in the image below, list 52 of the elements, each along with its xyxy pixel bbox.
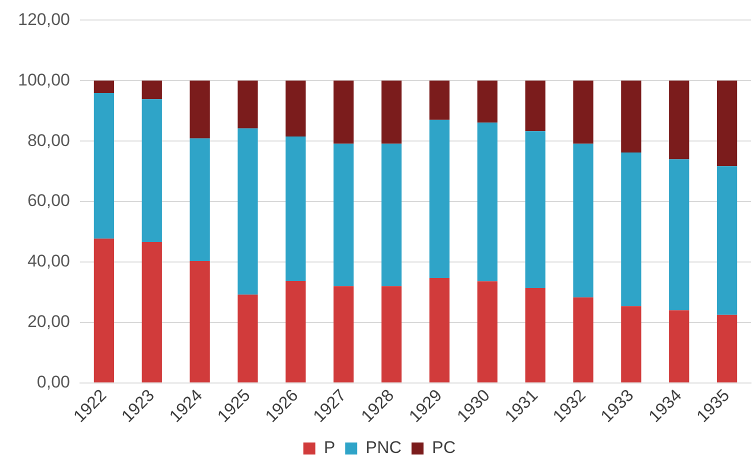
bar — [525, 131, 546, 288]
bar — [477, 122, 498, 282]
y-tick-label: 80,00 — [27, 130, 70, 150]
bar — [94, 93, 114, 239]
y-tick-label: 100,00 — [18, 70, 70, 90]
bar — [238, 80, 258, 128]
bar — [477, 281, 498, 382]
bar — [669, 310, 690, 382]
bar — [716, 80, 738, 166]
legend-label: PC — [432, 438, 456, 458]
bar — [334, 286, 354, 382]
bar — [190, 261, 210, 382]
bar — [286, 80, 306, 137]
bar — [238, 128, 258, 295]
bar — [573, 297, 594, 382]
bar — [381, 144, 402, 286]
bar — [429, 278, 450, 382]
y-tick-label: 120,00 — [18, 10, 70, 29]
bar — [621, 152, 642, 306]
bar — [190, 138, 210, 262]
legend-label: PNC — [366, 438, 402, 458]
bar — [381, 80, 402, 144]
bar — [286, 280, 306, 382]
y-tick-label: 40,00 — [27, 252, 70, 271]
bar — [477, 80, 498, 123]
bar — [238, 294, 258, 382]
bar — [429, 80, 450, 120]
bar — [94, 238, 114, 382]
bar — [94, 80, 114, 94]
y-tick-label: 0,00 — [36, 372, 70, 392]
legend-label: P — [324, 438, 336, 458]
bar — [669, 80, 690, 160]
bar — [621, 306, 642, 382]
bar — [573, 80, 594, 144]
bar — [669, 159, 690, 310]
bar — [429, 120, 450, 278]
bar — [142, 242, 162, 382]
bar — [190, 80, 210, 138]
bar — [525, 288, 546, 382]
bar — [286, 136, 306, 281]
bar — [621, 80, 642, 153]
bar — [716, 314, 738, 382]
bar — [142, 99, 162, 242]
bar — [525, 80, 546, 132]
bar — [573, 144, 594, 298]
y-tick-label: 60,00 — [27, 191, 70, 210]
bar — [142, 80, 162, 100]
bar — [334, 144, 354, 286]
bar — [334, 80, 354, 144]
bar — [716, 166, 738, 315]
y-tick-label: 20,00 — [27, 312, 70, 332]
bar — [381, 286, 402, 382]
